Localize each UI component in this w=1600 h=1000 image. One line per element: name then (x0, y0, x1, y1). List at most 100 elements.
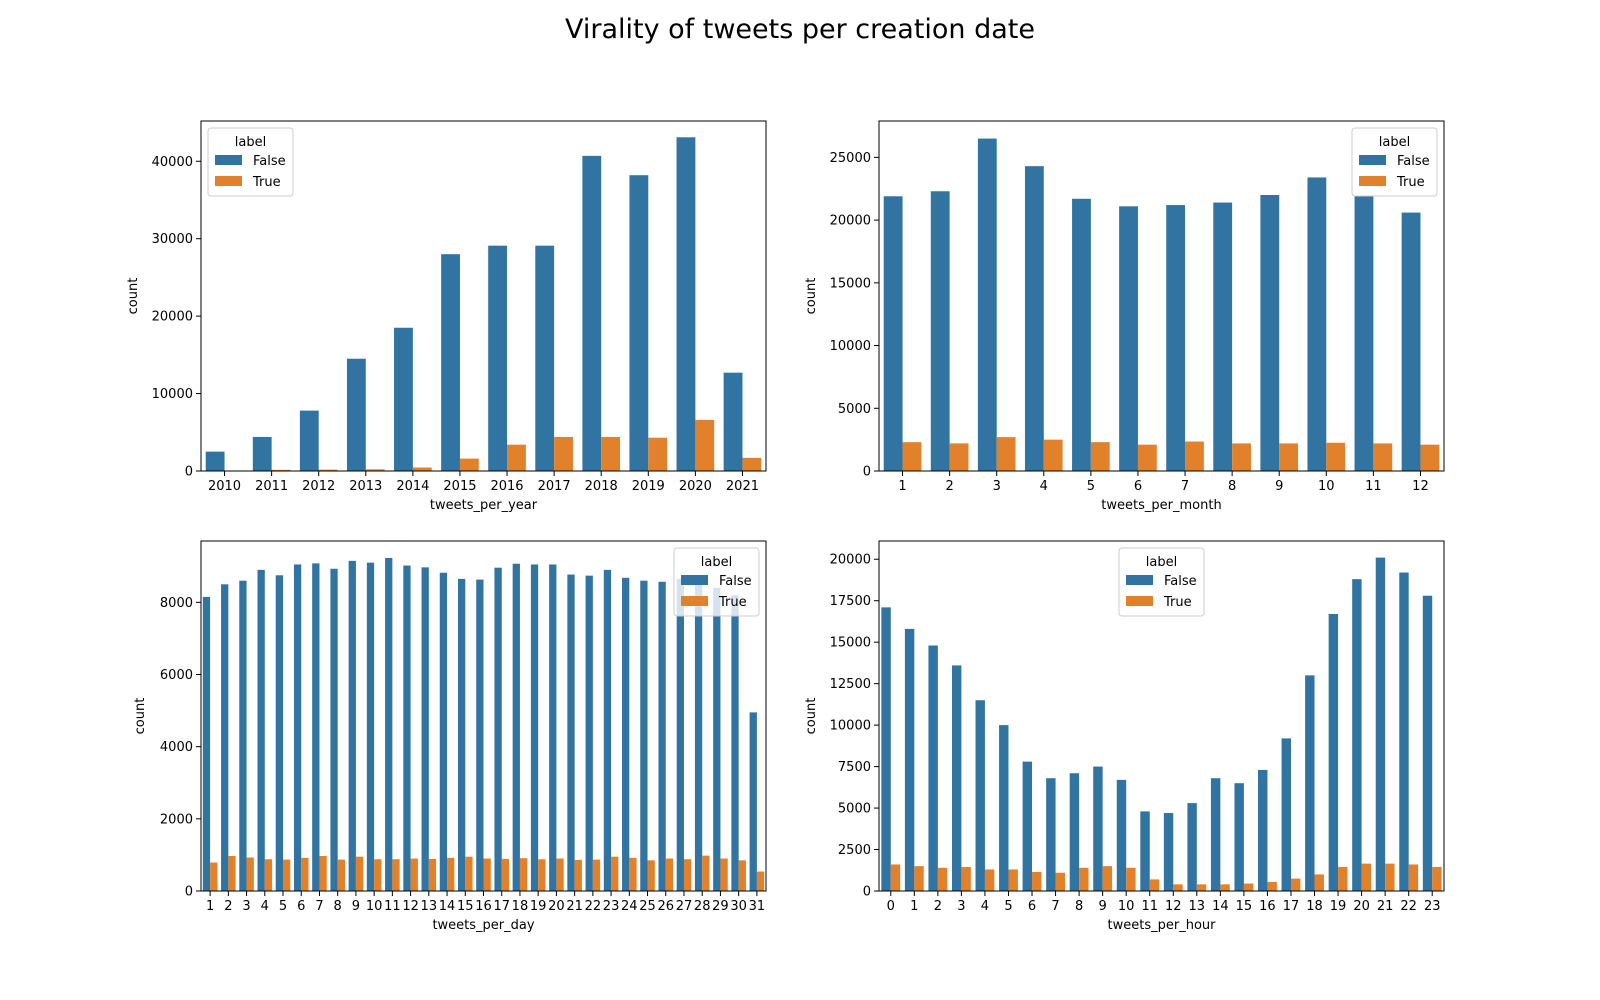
bar-true-2021 (742, 457, 762, 471)
x-tick-label: 11 (1365, 479, 1382, 494)
bar-false-7 (1046, 778, 1056, 891)
bar-true-14 (447, 857, 455, 891)
bar-false-1 (202, 596, 211, 891)
bar-true-12 (1420, 444, 1440, 471)
bar-true-6 (1137, 444, 1157, 471)
legend-swatch-true (681, 596, 708, 606)
bar-true-19 (1338, 866, 1348, 891)
x-tick-label: 30 (730, 899, 747, 914)
bar-false-10 (1116, 779, 1127, 891)
bar-true-1 (914, 866, 924, 891)
bar-false-9 (1260, 195, 1280, 471)
bar-true-2017 (554, 436, 573, 471)
bar-true-11 (1373, 443, 1393, 471)
x-tick-label: 13 (421, 899, 438, 914)
x-tick-label: 4 (1040, 479, 1048, 494)
bar-true-10 (1126, 867, 1136, 891)
y-tick-label: 6000 (160, 668, 193, 683)
bar-true-20 (1361, 863, 1372, 891)
bar-false-10 (366, 562, 375, 891)
x-tick-label: 9 (1275, 479, 1283, 494)
subplot-1: 0 10000 20000 30000 40000 2010 2011 2012 2013 201… (126, 120, 767, 513)
x-tick-label: 3 (242, 899, 250, 914)
x-tick-label: 9 (352, 899, 360, 914)
bar-true-6 (1032, 871, 1042, 891)
bar-true-31 (756, 871, 765, 891)
bar-false-2021 (723, 372, 743, 471)
bar-false-6 (1119, 206, 1138, 472)
y-tick-label: 20000 (830, 214, 871, 229)
x-tick-label: 5 (1087, 479, 1095, 494)
y-axis-label: count (804, 278, 819, 315)
bar-true-2018 (601, 436, 621, 471)
bar-true-9 (1102, 866, 1113, 891)
bar-false-19 (530, 564, 539, 891)
legend-label-false: False (719, 574, 752, 589)
bar-true-4 (264, 859, 273, 891)
bar-true-26 (665, 858, 674, 891)
bar-false-8 (330, 568, 338, 891)
x-tick-label: 2017 (538, 479, 571, 494)
bar-true-29 (720, 858, 728, 891)
bar-true-8 (337, 859, 345, 891)
x-tick-label: 2020 (679, 479, 712, 494)
y-tick-label: 10000 (830, 339, 871, 354)
x-tick-label: 22 (585, 899, 602, 914)
x-tick-label: 16 (475, 899, 492, 914)
bar-true-12 (410, 858, 418, 891)
x-tick-label: 8 (1075, 899, 1083, 914)
bar-true-9 (355, 856, 364, 891)
bar-true-12 (1173, 884, 1183, 891)
bar-false-2017 (535, 245, 555, 471)
bar-false-18 (512, 563, 520, 891)
axes-frame (200, 120, 767, 472)
bar-true-6 (301, 857, 309, 891)
bar-false-4 (1024, 166, 1044, 471)
y-tick-label: 7500 (838, 760, 871, 775)
x-tick-label: 2019 (632, 479, 665, 494)
x-tick-label: 19 (1330, 899, 1347, 914)
x-tick-label: 2012 (302, 479, 335, 494)
bar-true-27 (683, 859, 692, 891)
bar-false-9 (1093, 766, 1103, 891)
y-tick-label: 15000 (830, 636, 871, 651)
bar-false-18 (1305, 675, 1315, 891)
bar-false-13 (421, 567, 429, 891)
bar-true-10 (1326, 442, 1346, 471)
bar-false-6 (1022, 761, 1033, 891)
bar-true-15 (465, 856, 473, 891)
x-tick-label: 6 (1134, 479, 1142, 494)
legend-swatch-true (1359, 176, 1386, 186)
x-tick-label: 2016 (490, 479, 523, 494)
bar-true-2013 (365, 469, 385, 471)
x-tick-label: 19 (530, 899, 547, 914)
x-tick-label: 10 (1318, 479, 1335, 494)
bar-true-3 (961, 866, 971, 891)
legend: label False True (1351, 127, 1438, 197)
bar-false-23 (603, 569, 612, 891)
x-tick-label: 12 (1165, 899, 1182, 914)
x-tick-label: 2013 (349, 479, 382, 494)
x-tick-label: 15 (1236, 899, 1253, 914)
bar-false-2 (930, 191, 950, 471)
bar-true-2012 (318, 469, 338, 471)
bar-false-2010 (205, 451, 225, 471)
x-tick-label: 11 (384, 899, 401, 914)
bar-false-11 (1140, 811, 1150, 891)
bar-false-3 (951, 665, 962, 891)
bar-true-1 (210, 862, 218, 891)
x-tick-label: 1 (206, 899, 214, 914)
bar-false-2015 (441, 254, 460, 471)
bar-true-20 (556, 858, 564, 891)
y-axis-label: count (804, 698, 819, 735)
bar-false-21 (567, 574, 575, 891)
x-tick-label: 27 (676, 899, 693, 914)
x-tick-label: 18 (512, 899, 529, 914)
bar-true-2 (949, 443, 969, 471)
bar-true-5 (1090, 442, 1110, 471)
bar-false-2 (221, 584, 229, 891)
y-axis-label: count (133, 698, 148, 735)
bar-false-20 (1352, 579, 1362, 891)
